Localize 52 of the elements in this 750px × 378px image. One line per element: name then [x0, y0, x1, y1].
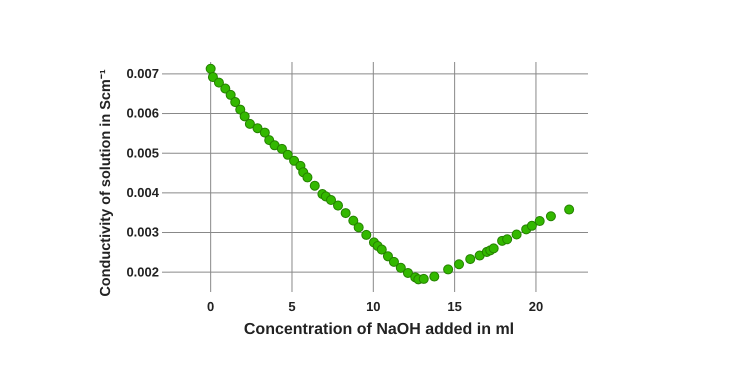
point — [230, 97, 240, 108]
point — [276, 144, 287, 154]
point — [333, 200, 344, 211]
point — [270, 140, 280, 150]
point — [388, 256, 399, 267]
point — [354, 222, 364, 232]
point — [534, 216, 545, 226]
y-tick-label: 0.006 — [126, 106, 159, 121]
x-tick-label: 20 — [528, 299, 544, 314]
point — [252, 123, 263, 134]
point — [488, 243, 499, 254]
point — [208, 72, 218, 82]
y-axis-title: Conductivity of solution in Scm⁻¹ — [98, 69, 114, 297]
point — [361, 230, 372, 240]
x-axis-title: Concentration of NaOH added in ml — [244, 321, 514, 338]
y-tick-label: 0.003 — [126, 224, 159, 240]
point — [474, 250, 485, 261]
point — [302, 172, 312, 182]
x-tick-label: 5 — [288, 299, 296, 314]
x-tick-label: 10 — [366, 299, 381, 314]
point — [348, 216, 358, 226]
point — [454, 259, 464, 270]
point — [443, 264, 454, 274]
y-tick-label: 0.005 — [126, 145, 159, 160]
point — [546, 211, 556, 222]
point — [240, 111, 250, 122]
point — [526, 220, 537, 231]
point — [244, 118, 255, 129]
point — [340, 208, 351, 218]
point — [512, 229, 522, 240]
point — [376, 244, 387, 255]
x-tick-label: 15 — [447, 299, 462, 314]
point — [206, 64, 216, 74]
point — [402, 268, 413, 278]
y-tick-label: 0.004 — [126, 185, 160, 200]
point — [226, 90, 236, 100]
point — [260, 128, 270, 138]
point — [502, 234, 512, 244]
point — [220, 84, 230, 94]
point — [214, 78, 224, 88]
y-tick-label: 0.002 — [126, 264, 159, 280]
point — [382, 251, 393, 262]
point — [282, 150, 293, 160]
point — [465, 254, 476, 264]
point — [429, 272, 440, 282]
point — [310, 180, 320, 191]
point — [326, 194, 336, 206]
point — [418, 274, 429, 284]
y-tick-label: 0.007 — [126, 66, 159, 82]
point — [396, 262, 406, 273]
x-tick-label: 0 — [207, 299, 214, 314]
point — [564, 204, 574, 215]
